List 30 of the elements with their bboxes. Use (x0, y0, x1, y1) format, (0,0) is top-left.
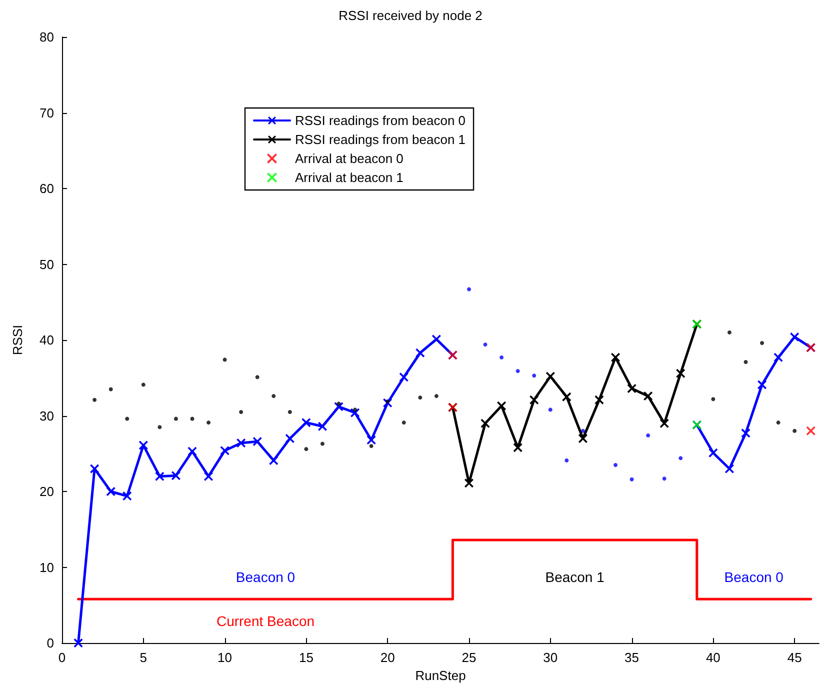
legend-label: Arrival at beacon 0 (295, 151, 404, 166)
x-tick-label: 45 (787, 650, 802, 665)
legend-label: RSSI readings from beacon 1 (295, 132, 466, 147)
x-tick-label: 30 (543, 650, 558, 665)
x-axis-title: RunStep (415, 668, 466, 683)
chart-title: RSSI received by node 2 (338, 8, 482, 23)
x-tick-label: 5 (140, 650, 148, 665)
x-tick-label: 25 (462, 650, 476, 665)
legend-label: Arrival at beacon 1 (295, 170, 404, 185)
annotation: Beacon 1 (545, 569, 605, 586)
annotation: Beacon 0 (236, 569, 296, 586)
y-tick-label: 20 (40, 484, 54, 499)
y-tick-label: 60 (40, 181, 54, 196)
x-tick-label: 0 (58, 650, 66, 665)
y-tick-label: 0 (46, 636, 54, 650)
x-tick-label: 40 (706, 650, 720, 665)
y-tick-label: 70 (40, 105, 54, 120)
x-tick-label: 20 (380, 650, 395, 665)
annotation: Beacon 0 (724, 569, 784, 586)
y-tick-label: 30 (40, 408, 54, 424)
x-tick-label: 35 (624, 650, 640, 665)
legend-label: RSSI readings from beacon 0 (295, 113, 466, 128)
y-axis-title: RSSI (10, 324, 25, 356)
y-tick-label: 40 (40, 332, 54, 348)
y-tick-label: 50 (40, 256, 54, 272)
y-tick-label: 80 (40, 30, 54, 44)
x-tick-label: 15 (298, 650, 314, 665)
series-label: Current Beacon (216, 613, 315, 630)
x-tick-label: 10 (218, 650, 232, 665)
y-tick-label: 10 (40, 560, 54, 575)
